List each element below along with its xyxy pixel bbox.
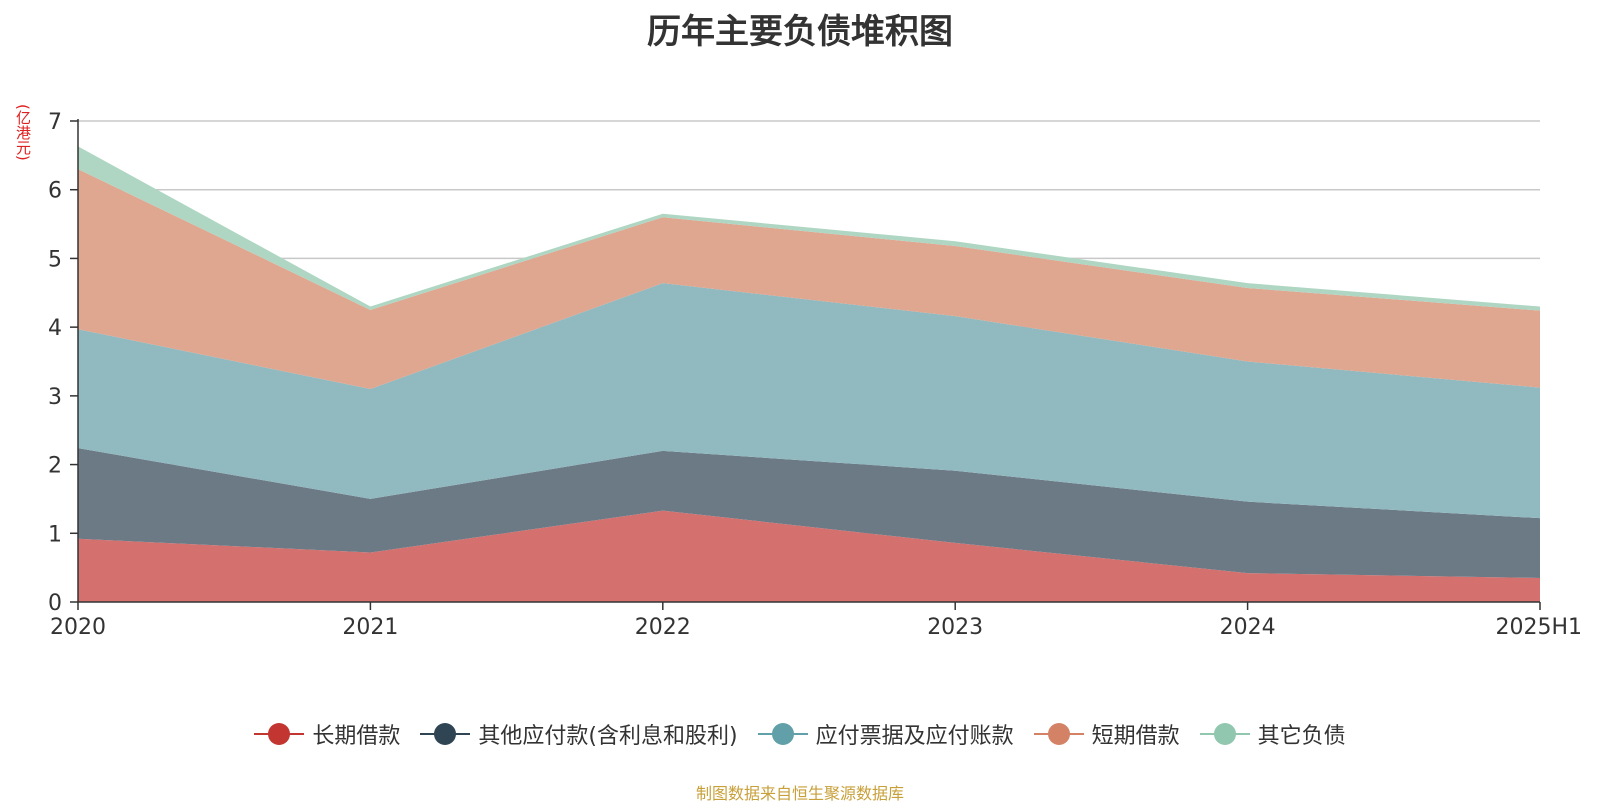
- x-tick-label: 2023: [927, 615, 983, 640]
- y-tick-label: 1: [48, 522, 62, 547]
- legend-marker-icon: [254, 721, 305, 747]
- legend: 长期借款 其他应付款(含利息和股利) 应付票据及应付账款 短期借款 其它负债: [0, 718, 1600, 750]
- area-series-5: [78, 146, 1540, 311]
- legend-item-5[interactable]: 其它负债: [1199, 718, 1346, 750]
- area-series-2: [78, 448, 1540, 578]
- x-tick-label: 2025H1: [1495, 615, 1582, 640]
- legend-item-3[interactable]: 应付票据及应付账款: [757, 718, 1014, 750]
- legend-label: 短期借款: [1091, 724, 1180, 749]
- legend-marker-icon: [757, 721, 808, 747]
- legend-label: 长期借款: [312, 724, 401, 749]
- area-series-1: [78, 510, 1540, 602]
- area-series-4: [78, 169, 1540, 389]
- x-tick-label: 2020: [50, 615, 106, 640]
- x-tick-label: 2022: [635, 615, 691, 640]
- legend-marker-icon: [1033, 721, 1084, 747]
- y-tick-label: 4: [48, 316, 62, 341]
- area-series-group: [78, 146, 1540, 602]
- legend-marker-icon: [1199, 721, 1250, 747]
- y-tick-label: 2: [48, 454, 62, 479]
- x-tick-label: 2021: [342, 615, 398, 640]
- y-tick-label: 5: [48, 247, 62, 272]
- y-axis-unit-label: (亿港元): [14, 104, 32, 161]
- y-tick-label: 0: [48, 591, 62, 616]
- y-tick-label: 6: [48, 179, 62, 204]
- legend-item-4[interactable]: 短期借款: [1033, 718, 1180, 750]
- legend-label: 其他应付款(含利息和股利): [478, 724, 738, 749]
- legend-item-1[interactable]: 长期借款: [254, 718, 400, 750]
- x-tick-label: 2024: [1220, 615, 1276, 640]
- axes: [70, 119, 1541, 610]
- legend-item-2[interactable]: 其他应付款(含利息和股利): [420, 718, 738, 750]
- tick-labels: 0 1 2 3 4 5 6 7 2020 2021 2022 2023 2024 2025H1: [48, 110, 1582, 640]
- y-tick-label: 3: [48, 385, 62, 410]
- y-tick-label: 7: [48, 110, 62, 135]
- chart-title: 历年主要负债堆积图: [647, 12, 953, 52]
- legend-label: 应付票据及应付账款: [815, 724, 1014, 749]
- source-note: 制图数据来自恒生聚源数据库: [695, 784, 904, 803]
- area-series-3: [78, 283, 1540, 519]
- legend-marker-icon: [420, 721, 471, 747]
- legend-label: 其它负债: [1257, 724, 1346, 749]
